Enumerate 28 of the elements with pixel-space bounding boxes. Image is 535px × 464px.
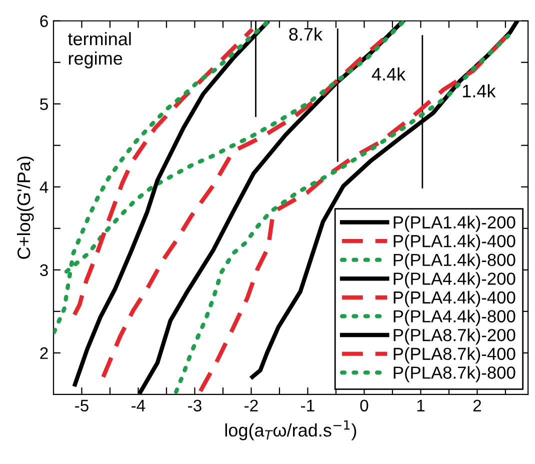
x-tick-label: -4	[132, 400, 146, 412]
x-tick-label: -2	[244, 400, 258, 412]
legend-label: P(PLA1.4k)-800	[394, 253, 516, 270]
annotation: 4.4k	[372, 67, 406, 80]
x-tick-label: -5	[75, 400, 88, 412]
annotation: 1.4k	[462, 84, 496, 98]
legend-label: P(PLA8.7k)-200	[394, 328, 516, 345]
annotation: terminal regime	[68, 32, 131, 68]
legend-label: P(PLA4.4k)-200	[394, 272, 516, 288]
y-tick-label: 5	[40, 98, 48, 110]
y-tick-label: 4	[40, 181, 48, 193]
y-axis-title: C+log(G'/Pa)	[16, 156, 34, 259]
x-axis-title: log(a$_{T}$ω/rad.s$^{−1}$)	[225, 420, 356, 440]
y-tick-label: 3	[40, 264, 48, 276]
y-tick-label: 6	[40, 15, 48, 28]
x-tick-label: 0	[360, 400, 368, 412]
x-tick-label: -3	[188, 400, 202, 412]
legend-label: P(PLA8.7k)-800	[394, 366, 516, 382]
x-tick-label: 2	[473, 400, 481, 412]
y-tick-label: 2	[40, 347, 48, 359]
x-tick-label: 1	[417, 400, 425, 412]
legend-label: P(PLA4.4k)-400	[394, 290, 516, 308]
legend-label: P(PLA8.7k)-400	[394, 347, 516, 364]
legend-label: P(PLA1.4k)-200	[394, 216, 516, 232]
x-tick-label: -1	[301, 400, 314, 412]
legend-label: P(PLA1.4k)-400	[394, 234, 516, 251]
annotation: 8.7k	[289, 27, 323, 41]
legend-label: P(PLA4.4k)-800	[394, 310, 516, 326]
